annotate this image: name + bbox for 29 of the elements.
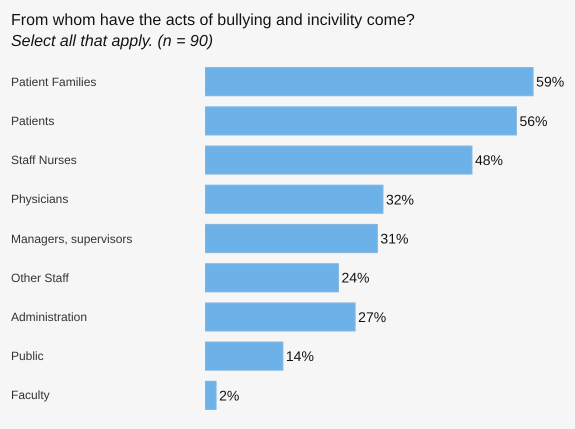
data-label: 24% bbox=[341, 270, 370, 286]
bar bbox=[205, 380, 217, 410]
data-label: 59% bbox=[536, 74, 564, 90]
bar bbox=[205, 302, 356, 332]
data-label: 14% bbox=[286, 348, 314, 364]
y-tick-label: Administration bbox=[11, 310, 88, 324]
data-label: 32% bbox=[386, 191, 414, 208]
bar bbox=[205, 66, 534, 96]
bar bbox=[205, 342, 284, 371]
bar bbox=[205, 106, 517, 136]
y-tick-label: Public bbox=[11, 349, 44, 363]
data-label: 27% bbox=[358, 308, 386, 325]
bar bbox=[205, 224, 378, 254]
y-tick-label: Faculty bbox=[11, 388, 50, 402]
chart-subtitle: Select all that apply. (n = 90) bbox=[11, 32, 214, 50]
bar bbox=[205, 145, 472, 175]
data-label: 48% bbox=[474, 152, 503, 168]
y-tick-label: Staff Nurses bbox=[11, 153, 77, 167]
y-tick-label: Patient Families bbox=[11, 75, 96, 89]
bar bbox=[205, 184, 384, 214]
bar bbox=[205, 263, 339, 292]
data-label: 56% bbox=[519, 112, 548, 129]
chart-title: From whom have the acts of bullying and incivility come? bbox=[11, 12, 415, 29]
data-label: 2% bbox=[219, 387, 240, 404]
data-label: 31% bbox=[380, 230, 408, 246]
y-tick-label: Other Staff bbox=[11, 271, 70, 285]
y-tick-label: Patients bbox=[11, 114, 54, 128]
y-tick-label: Physicians bbox=[11, 192, 68, 206]
y-tick-label: Managers, supervisors bbox=[11, 232, 132, 246]
